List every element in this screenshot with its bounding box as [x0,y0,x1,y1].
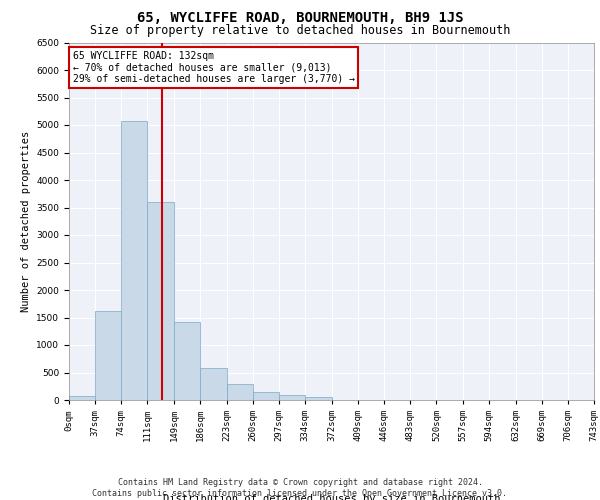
Bar [95,311,121,400]
Y-axis label: Number of detached properties: Number of detached properties [21,130,31,312]
Bar [253,392,279,400]
Bar [174,322,200,400]
Bar [305,396,332,400]
Bar [200,368,227,400]
Bar [148,202,174,400]
Bar [279,395,305,400]
Bar [227,384,253,400]
Text: Contains HM Land Registry data © Crown copyright and database right 2024.
Contai: Contains HM Land Registry data © Crown c… [92,478,508,498]
Bar [121,120,148,400]
Text: Size of property relative to detached houses in Bournemouth: Size of property relative to detached ho… [90,24,510,37]
Text: 65, WYCLIFFE ROAD, BOURNEMOUTH, BH9 1JS: 65, WYCLIFFE ROAD, BOURNEMOUTH, BH9 1JS [137,11,463,25]
X-axis label: Distribution of detached houses by size in Bournemouth: Distribution of detached houses by size … [163,494,500,500]
Text: 65 WYCLIFFE ROAD: 132sqm
← 70% of detached houses are smaller (9,013)
29% of sem: 65 WYCLIFFE ROAD: 132sqm ← 70% of detach… [73,51,355,84]
Bar [69,396,95,400]
